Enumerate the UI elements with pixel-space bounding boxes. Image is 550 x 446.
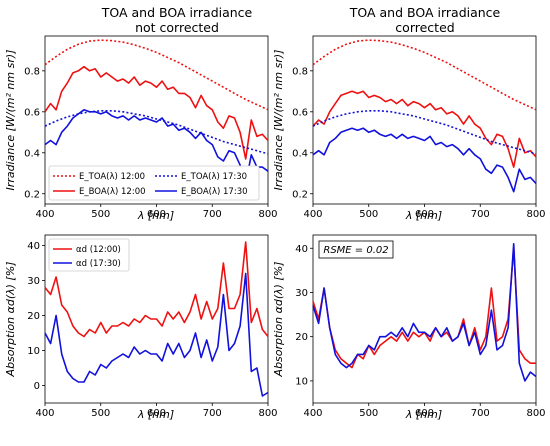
legend-item: E_BOA(λ) 17:30 [181,187,248,197]
panel-top-left: 400 500 600 700 800 0.2 0.4 0.6 0.8 [24,39,278,220]
x-tick-label: 700 [471,408,490,419]
x-tick-label: 700 [203,408,222,419]
ylabel-top-left: Irradiance [W/(m² nm sr)] [4,50,17,191]
y-tick-label: 0.6 [292,107,308,118]
title-right-line2: corrected [395,20,454,35]
x-tick-label: 400 [303,408,322,419]
x-tick-label: 500 [91,408,110,419]
series-line-0 [312,39,537,111]
x-tick-label: 600 [415,209,434,220]
x-tick-label: 500 [359,209,378,220]
y-tick-label: 0.4 [24,148,40,159]
series-line-1 [44,65,269,160]
x-tick-label: 800 [258,209,277,220]
series-line-2 [44,110,269,155]
y-tick-label: 20 [295,332,308,343]
y-tick-label: 20 [27,311,40,322]
panel-frame-bottom-right [312,234,537,404]
y-tick-label: 10 [295,376,308,387]
x-tick-label: 700 [203,209,222,220]
panel-bottom-right: 400 500 600 700 800 10 20 30 40 [295,243,546,419]
series-line-3 [312,127,537,193]
x-tick-label: 600 [147,209,166,220]
legend-top-left: E_TOA(λ) 12:00 E_BOA(λ) 12:00 E_TOA(λ) 1… [48,165,260,201]
xlabel-top-left: λ [nm] [137,209,174,222]
ylabel-bottom-right: Absorption αd(λ) [%] [272,262,285,378]
legend-item: E_TOA(λ) 12:00 [79,172,145,182]
title-right-line1: TOA and BOA irradiance [349,5,501,20]
panel-top-right: 400 500 600 700 800 0.2 0.4 0.6 0.8 [292,39,546,220]
ylabel-top-right: Irradiance [W/(m² nm sr)] [272,50,285,191]
panel-bottom-left: 400 500 600 700 800 0 10 20 30 40 [27,241,277,419]
y-tick-label: 0.6 [24,107,40,118]
series-line-0 [44,39,269,111]
y-tick-label: 0.4 [292,148,308,159]
series-line-3 [44,109,269,185]
panel-frame-top-right [312,35,537,205]
y-tick-label: 0.2 [292,189,308,200]
x-tick-label: 400 [35,408,54,419]
x-tick-label: 700 [471,209,490,220]
x-tick-label: 800 [526,408,545,419]
series-line-2 [312,110,537,155]
y-tick-label: 30 [27,276,40,287]
xlabel-bottom-left: λ [nm] [137,408,174,421]
rsme-text: RSME = 0.02 [323,245,388,256]
title-left-line1: TOA and BOA irradiance [101,5,253,20]
x-tick-label: 400 [303,209,322,220]
series-line-1 [312,90,537,168]
title-left-line2: not corrected [135,20,219,35]
x-tick-label: 600 [415,408,434,419]
legend-item: αd (17:30) [76,259,121,269]
legend-item: αd (12:00) [76,245,121,255]
y-tick-label: 40 [295,244,308,255]
x-tick-label: 500 [359,408,378,419]
y-tick-label: 0.8 [292,66,308,77]
y-tick-label: 0 [34,381,40,392]
y-tick-label: 10 [27,346,40,357]
x-tick-label: 500 [91,209,110,220]
legend-item: E_TOA(λ) 17:30 [181,172,247,182]
y-tick-label: 0.2 [24,189,40,200]
legend-item: E_BOA(λ) 12:00 [79,187,146,197]
x-tick-label: 800 [526,209,545,220]
x-tick-label: 800 [258,408,277,419]
y-tick-label: 40 [27,241,40,252]
series-line-0 [44,241,269,338]
ylabel-bottom-left: Absorption αd(λ) [%] [4,262,17,378]
legend-bottom-left: αd (12:00) αd (17:30) [48,238,130,272]
y-tick-label: 30 [295,288,308,299]
xlabel-top-right: λ [nm] [405,209,442,222]
y-tick-label: 0.8 [24,66,40,77]
rsme-annotation: RSME = 0.02 [318,240,394,259]
series-line-1 [44,272,269,397]
xlabel-bottom-right: λ [nm] [405,408,442,421]
series-line-1 [312,243,537,382]
series-line-0 [312,247,536,369]
x-tick-label: 400 [35,209,54,220]
x-tick-label: 600 [147,408,166,419]
